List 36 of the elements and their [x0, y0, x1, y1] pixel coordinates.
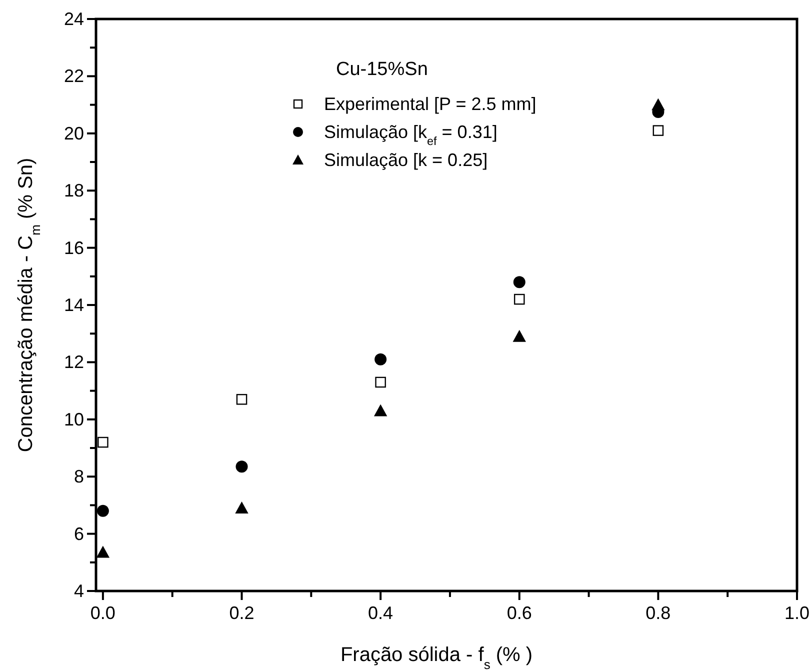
- point: [96, 546, 110, 558]
- point: [374, 404, 388, 416]
- y-tick-label: 14: [64, 295, 84, 315]
- legend-label: Experimental [P = 2.5 mm]: [324, 94, 536, 114]
- point: [236, 460, 248, 473]
- y-tick-label: 22: [64, 66, 84, 86]
- point: [236, 394, 248, 405]
- x-tick-label: 0.2: [229, 603, 254, 623]
- point: [512, 330, 526, 342]
- point: [235, 501, 248, 514]
- legend-title: Cu-15%Sn: [336, 59, 428, 80]
- x-tick-label: 1.0: [784, 603, 810, 623]
- x-axis-title: Fração sólida - f$_{s}$ (% ): [340, 644, 533, 672]
- y-tick-label: 8: [74, 466, 84, 487]
- point: [96, 504, 109, 517]
- y-tick-label: 4: [74, 581, 84, 601]
- x-tick-label: 0.6: [506, 603, 532, 623]
- y-tick-label: 6: [74, 524, 84, 544]
- y-tick-label: 16: [64, 238, 84, 258]
- point: [374, 353, 387, 366]
- point: [375, 376, 386, 388]
- point: [652, 125, 664, 136]
- legend-label: Simulação [k = 0.25]: [324, 150, 488, 170]
- y-tick-label: 12: [64, 352, 84, 372]
- point: [98, 436, 108, 448]
- x-tick-label: 0.0: [90, 603, 116, 623]
- y-tick-label: 20: [64, 123, 84, 144]
- y-tick-label: 10: [64, 409, 84, 430]
- x-tick-label: 0.8: [646, 603, 671, 623]
- point: [514, 294, 525, 305]
- point: [513, 276, 526, 288]
- legend-label: Simulação [k$_{ef}$ = 0.31]: [324, 122, 498, 148]
- x-tick-label: 0.4: [368, 603, 394, 623]
- y-tick-label: 18: [64, 180, 84, 201]
- point: [652, 98, 665, 110]
- y-tick-label: 24: [64, 9, 84, 29]
